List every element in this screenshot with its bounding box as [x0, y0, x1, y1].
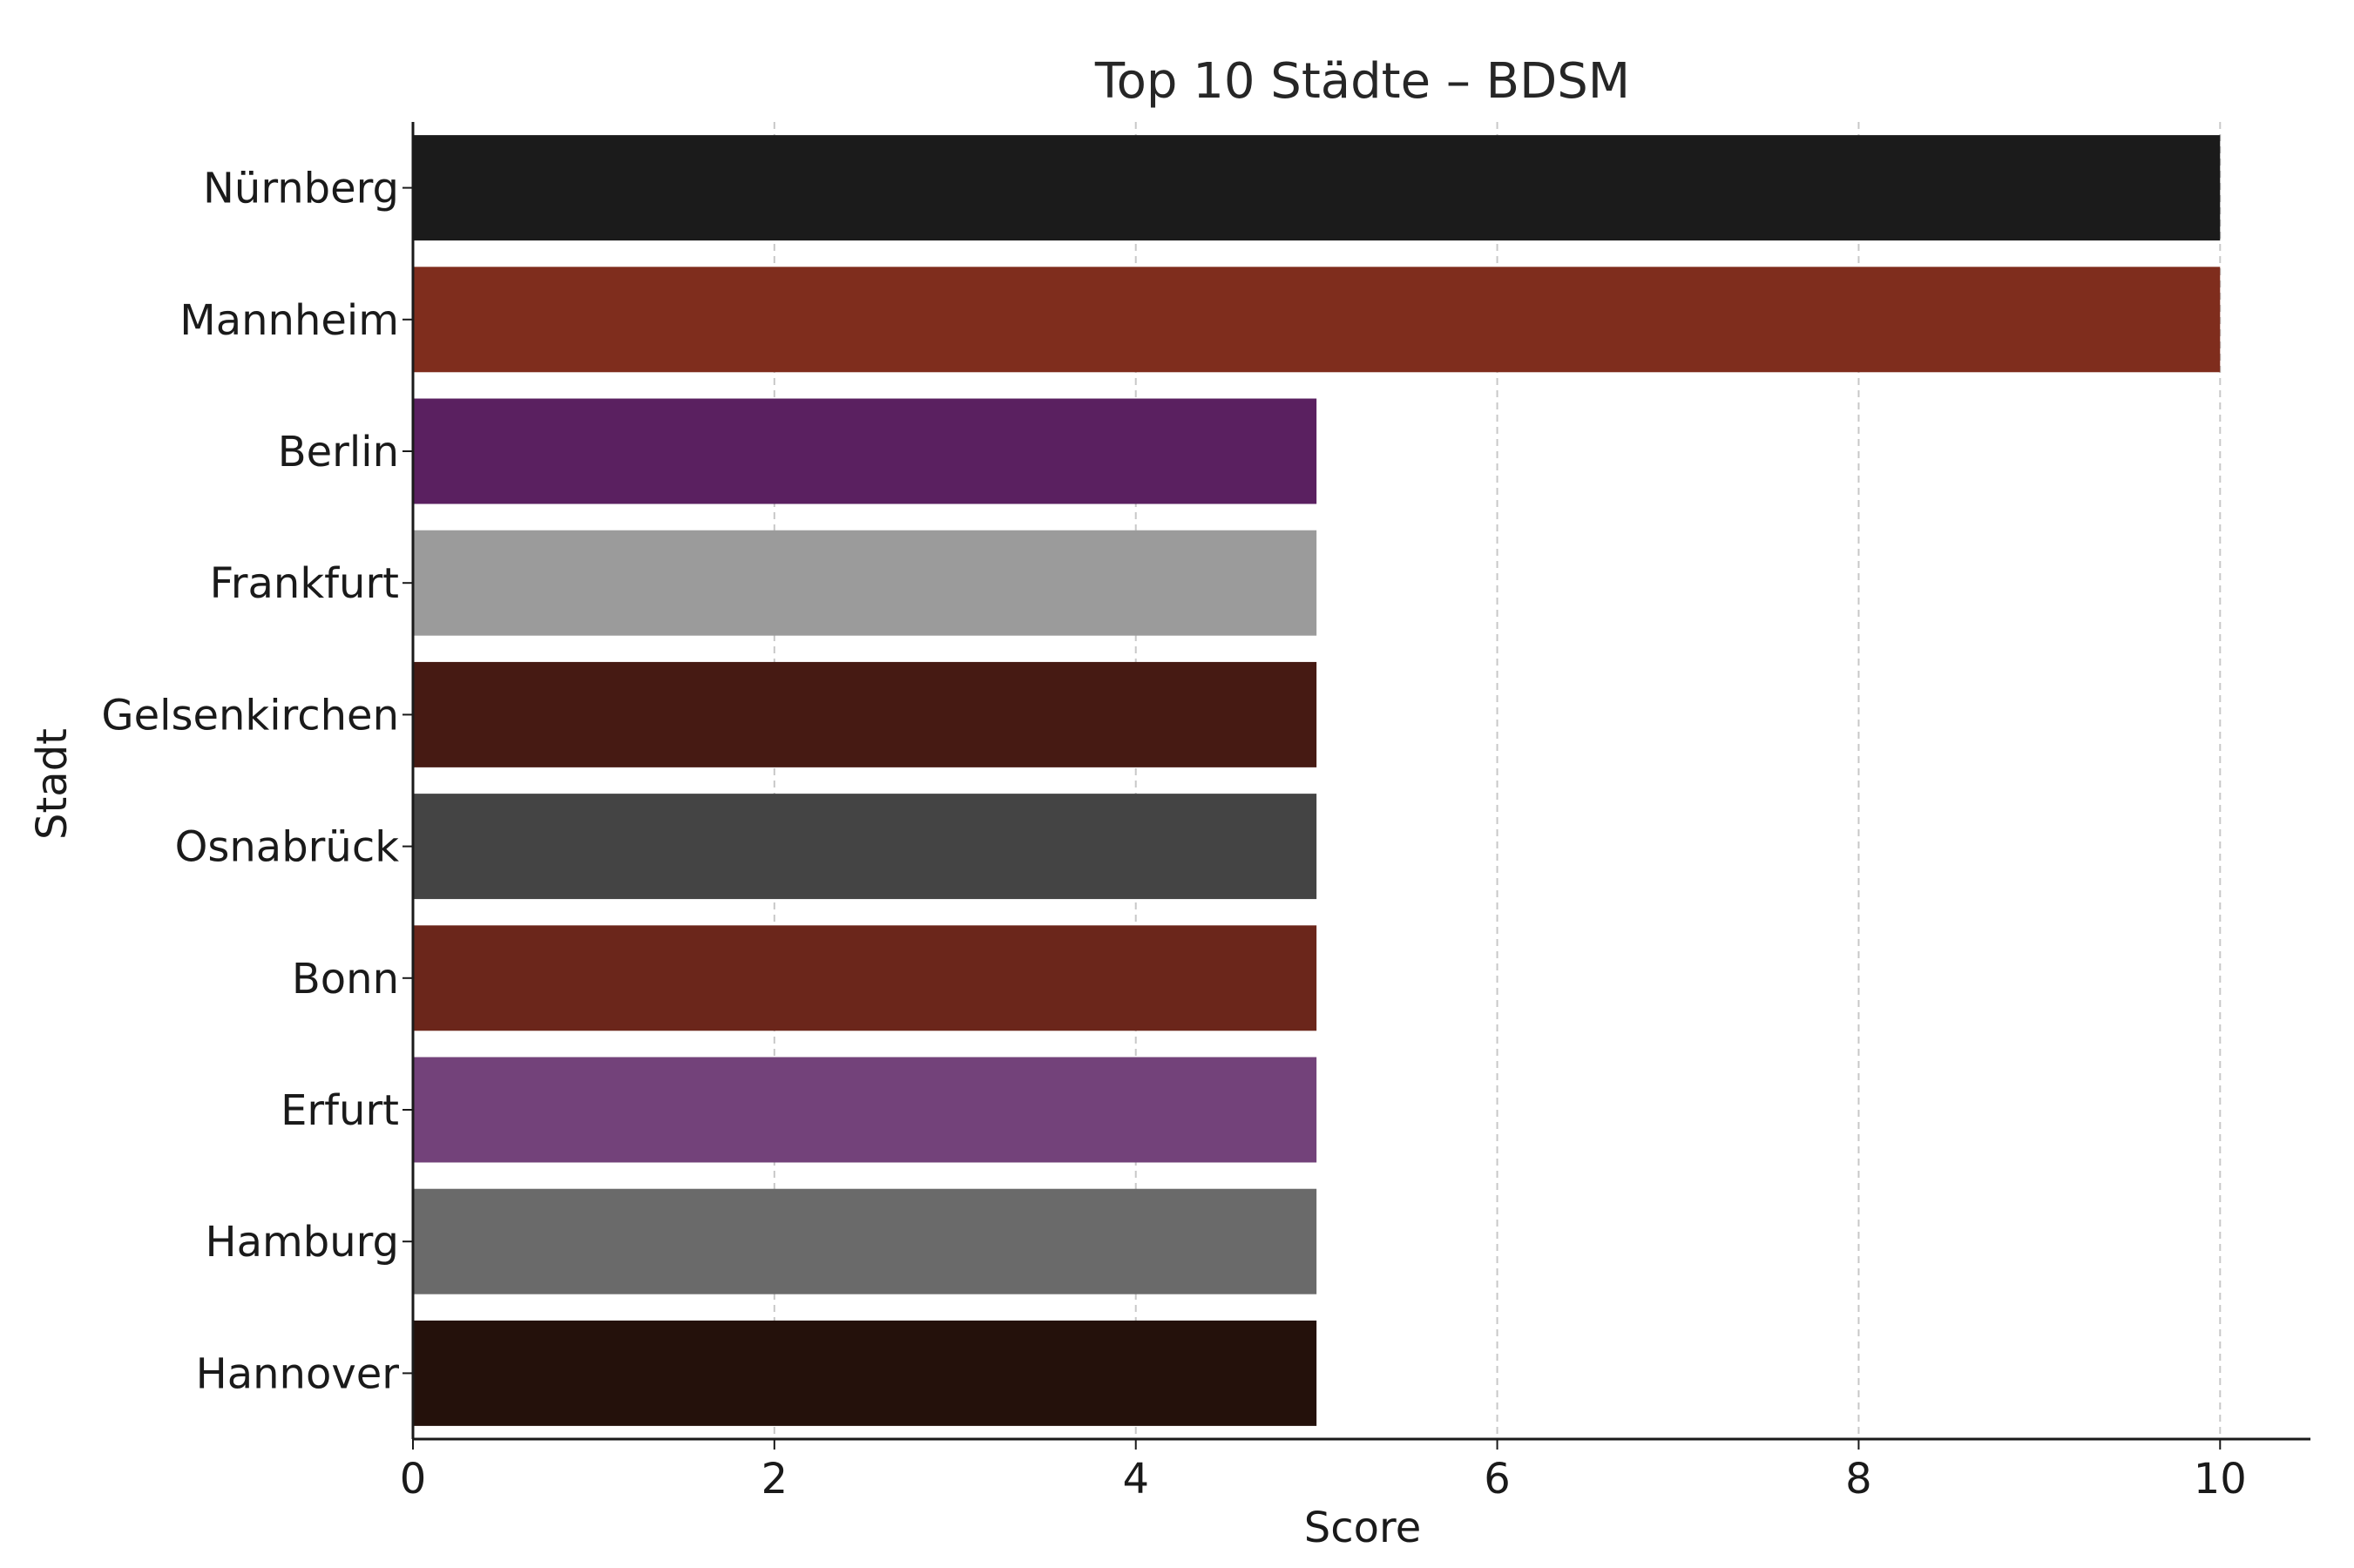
- x-tick-label: 6: [1484, 1455, 1511, 1504]
- x-tick-label: 8: [1845, 1455, 1872, 1504]
- bar: [413, 661, 1317, 767]
- bar: [413, 1188, 1317, 1294]
- y-tick-label: Osnabrück: [175, 823, 400, 872]
- bar: [413, 135, 2221, 241]
- bar: [413, 1320, 1317, 1426]
- y-tick-label: Hamburg: [205, 1218, 399, 1267]
- axis-layer: [402, 122, 2310, 1450]
- bar: [413, 267, 2221, 373]
- x-tick-label: 10: [2194, 1455, 2247, 1504]
- y-tick-label: Bonn: [292, 955, 399, 1004]
- x-tick-label: 2: [761, 1455, 788, 1504]
- y-tick-label: Erfurt: [281, 1086, 399, 1135]
- y-axis-label: Stadt: [28, 728, 77, 840]
- y-tick-label: Hannover: [196, 1349, 400, 1398]
- x-tick-label: 4: [1122, 1455, 1149, 1504]
- y-tick-label: Berlin: [278, 428, 399, 476]
- y-tick-label: Nürnberg: [203, 165, 399, 213]
- bar: [413, 925, 1317, 1031]
- label-layer: Nürnberg Mannheim Berlin Frankfurt Gelsenkir…: [101, 165, 2246, 1504]
- chart-title: Top 10 Städte – BDSM: [1094, 53, 1630, 110]
- y-tick-label: Mannheim: [179, 296, 399, 345]
- bar-layer: [413, 135, 2221, 1426]
- y-tick-label: Frankfurt: [210, 559, 399, 608]
- bar: [413, 530, 1317, 636]
- x-tick-label: 0: [400, 1455, 427, 1504]
- x-axis-label: Score: [1304, 1504, 1421, 1552]
- y-tick-label: Gelsenkirchen: [101, 691, 399, 740]
- bar: [413, 398, 1317, 504]
- bar: [413, 794, 1317, 900]
- bar: [413, 1057, 1317, 1163]
